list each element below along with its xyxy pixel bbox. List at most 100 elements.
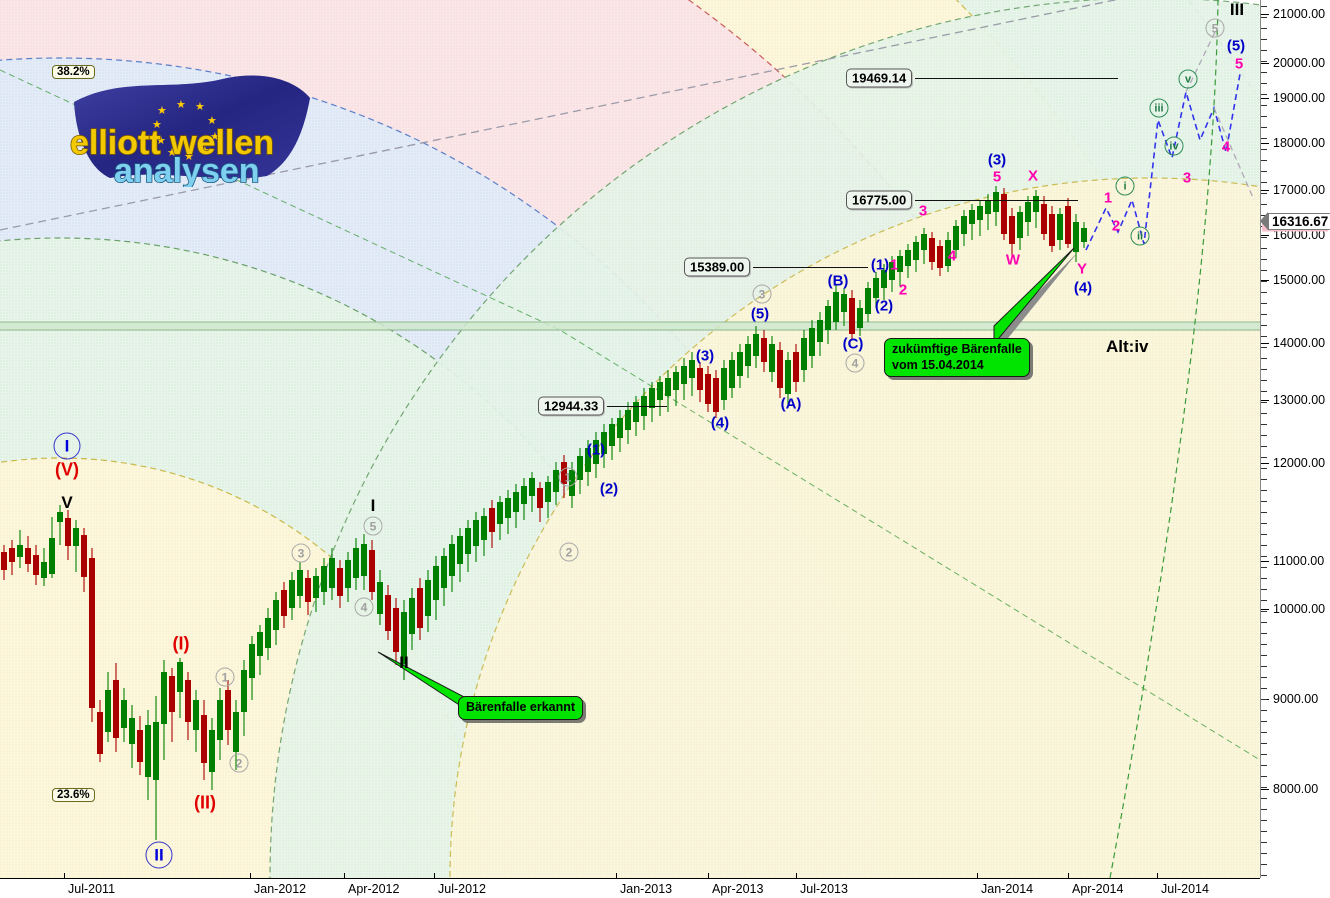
price-label[interactable]: 19469.14 bbox=[846, 68, 913, 88]
y-minor-tick bbox=[1261, 765, 1267, 766]
y-minor-tick bbox=[1261, 248, 1267, 249]
x-tick-label: Jan-2012 bbox=[254, 882, 307, 896]
last-price-value: 16316.67 bbox=[1268, 212, 1330, 230]
y-tick-label: 18000.00 bbox=[1273, 136, 1326, 150]
y-tick bbox=[1261, 463, 1269, 464]
y-minor-tick bbox=[1261, 28, 1267, 29]
y-tick bbox=[1261, 143, 1269, 144]
x-tick bbox=[1068, 873, 1069, 879]
y-minor-tick bbox=[1261, 798, 1267, 799]
callout-future-bear-trap[interactable]: zukümftige Bärenfalle vom 15.04.2014 bbox=[884, 338, 1030, 378]
y-tick bbox=[1261, 190, 1269, 191]
price-label[interactable]: 16775.00 bbox=[846, 190, 913, 210]
y-minor-tick bbox=[1261, 743, 1267, 744]
y-tick bbox=[1261, 14, 1269, 15]
callout-bear-trap-detected[interactable]: Bärenfalle erkannt bbox=[458, 696, 584, 720]
y-minor-tick bbox=[1261, 281, 1267, 282]
y-minor-tick bbox=[1261, 787, 1267, 788]
x-tick bbox=[708, 873, 709, 879]
wave-label-4: (4) bbox=[710, 414, 730, 432]
fib-label-382[interactable]: 38.2% bbox=[52, 65, 95, 79]
y-minor-tick bbox=[1261, 347, 1267, 348]
marker-arrow-icon bbox=[1260, 212, 1268, 230]
y-minor-tick bbox=[1261, 820, 1267, 821]
y-minor-tick bbox=[1261, 6, 1267, 7]
chart-plot-area[interactable]: ★ ★ ★ ★ ★ ★ ★ ★ ★ ★ elliott wellen analysen 19… bbox=[0, 0, 1260, 878]
y-tick-label: 16000.00 bbox=[1273, 228, 1326, 242]
y-minor-tick bbox=[1261, 644, 1267, 645]
x-tick-label: Jul-2013 bbox=[800, 882, 848, 896]
circled-wave-label-2: 2 bbox=[559, 542, 579, 562]
y-tick bbox=[1261, 343, 1269, 344]
svg-text:★: ★ bbox=[156, 135, 166, 147]
y-minor-tick bbox=[1261, 391, 1267, 392]
circled-wave-label-iv: iv bbox=[1164, 136, 1184, 156]
y-tick-label: 14000.00 bbox=[1273, 336, 1326, 350]
y-minor-tick bbox=[1261, 303, 1267, 304]
wave-label-2: (2) bbox=[874, 297, 894, 315]
x-tick bbox=[434, 873, 435, 879]
x-tick bbox=[64, 873, 65, 879]
y-tick-label: 8000.00 bbox=[1273, 782, 1319, 796]
y-minor-tick bbox=[1261, 116, 1267, 117]
wave-label-v: V bbox=[61, 493, 73, 512]
wave-label-1: 1 bbox=[889, 256, 899, 274]
y-tick bbox=[1261, 280, 1269, 281]
svg-text:★: ★ bbox=[200, 145, 210, 157]
y-tick-label: 19000.00 bbox=[1273, 91, 1326, 105]
y-minor-tick bbox=[1261, 72, 1267, 73]
callout-line-1: zukümftige Bärenfalle bbox=[892, 342, 1022, 356]
y-minor-tick bbox=[1261, 61, 1267, 62]
y-minor-tick bbox=[1261, 446, 1267, 447]
y-minor-tick bbox=[1261, 556, 1267, 557]
y-minor-tick bbox=[1261, 534, 1267, 535]
y-tick-label: 12000.00 bbox=[1273, 456, 1326, 470]
wave-label-y: Y bbox=[1076, 260, 1088, 278]
y-tick bbox=[1261, 98, 1269, 99]
y-minor-tick bbox=[1261, 105, 1267, 106]
y-minor-tick bbox=[1261, 721, 1267, 722]
y-minor-tick bbox=[1261, 655, 1267, 656]
price-label[interactable]: 12944.33 bbox=[538, 396, 605, 416]
y-minor-tick bbox=[1261, 545, 1267, 546]
y-minor-tick bbox=[1261, 358, 1267, 359]
y-minor-tick bbox=[1261, 292, 1267, 293]
circled-wave-label-ii: ii bbox=[1130, 226, 1150, 246]
y-minor-tick bbox=[1261, 424, 1267, 425]
y-minor-tick bbox=[1261, 776, 1267, 777]
x-tick-label: Jan-2014 bbox=[981, 882, 1034, 896]
svg-text:★: ★ bbox=[167, 147, 177, 159]
y-tick-label: 13000.00 bbox=[1273, 393, 1326, 407]
wave-label-ii: II bbox=[399, 653, 409, 672]
y-tick bbox=[1261, 400, 1269, 401]
wave-label-3: 3 bbox=[1182, 169, 1192, 187]
logo-line1: elliott wellen bbox=[70, 124, 274, 162]
y-minor-tick bbox=[1261, 435, 1267, 436]
y-minor-tick bbox=[1261, 567, 1267, 568]
y-minor-tick bbox=[1261, 754, 1267, 755]
wave-label-1: 1 bbox=[1103, 189, 1113, 207]
last-price-marker[interactable]: 16316.67 bbox=[1260, 212, 1330, 230]
y-tick bbox=[1261, 561, 1269, 562]
callout-leader-future bbox=[993, 247, 1075, 346]
wave-label-v: (V) bbox=[55, 459, 79, 480]
price-label[interactable]: 15389.00 bbox=[684, 257, 751, 277]
circled-wave-label-3: 3 bbox=[291, 543, 311, 563]
fib-label-236[interactable]: 23.6% bbox=[52, 788, 95, 802]
y-minor-tick bbox=[1261, 94, 1267, 95]
logo-line2: analysen bbox=[114, 152, 260, 187]
trend-channel-right bbox=[1109, 0, 1219, 878]
y-minor-tick bbox=[1261, 171, 1267, 172]
wave-label-a: (A) bbox=[780, 395, 802, 413]
price-axis[interactable]: 21000.00 20000.00 19000.00 18000.00 17000.00… bbox=[1260, 0, 1330, 878]
y-tick-label: 21000.00 bbox=[1273, 7, 1326, 21]
y-tick bbox=[1261, 609, 1269, 610]
wave-label-b: (B) bbox=[827, 272, 849, 290]
y-minor-tick bbox=[1261, 864, 1267, 865]
y-minor-tick bbox=[1261, 193, 1267, 194]
y-minor-tick bbox=[1261, 622, 1267, 623]
price-line bbox=[607, 406, 667, 407]
price-line bbox=[915, 200, 1078, 201]
time-axis[interactable]: Jul-2011 Jan-2012 Apr-2012 Jul-2012 Jan-2013… bbox=[0, 873, 1260, 898]
